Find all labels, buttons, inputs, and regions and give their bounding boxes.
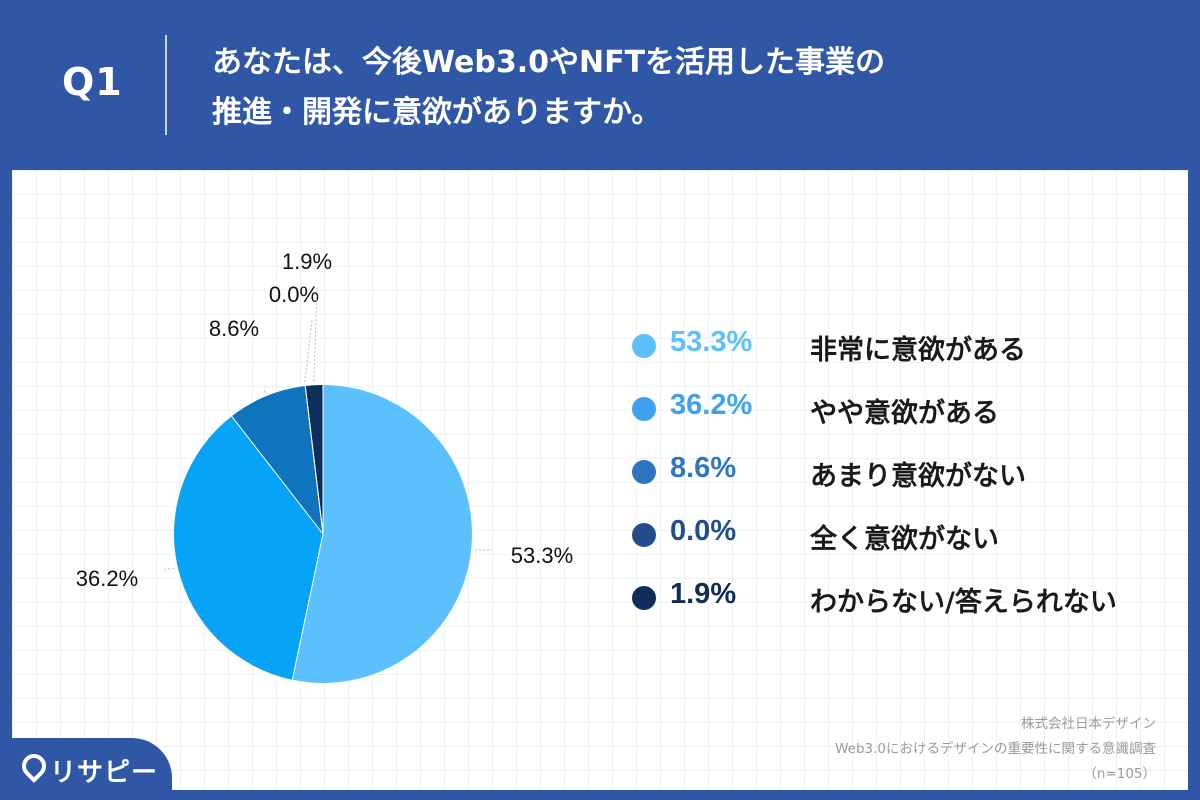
pie-slice [231,386,323,534]
header: Q1 あなたは、今後Web3.0やNFTを活用した事業の 推進・開発に意欲があり… [0,0,1200,170]
legend-label: やや意欲がある [810,398,999,429]
legend-percent: 8.6% [670,452,737,484]
leader-line [304,319,313,383]
legend-label: 非常に意欲がある [810,335,1026,366]
legend-percent: 1.9% [670,578,737,610]
data-label: 1.9% [282,249,332,274]
legend-dot [632,460,656,484]
pie-slice [174,416,323,680]
legend-label: 全く意欲がない [810,524,999,555]
question-title: あなたは、今後Web3.0やNFTを活用した事業の 推進・開発に意欲がありますか… [212,38,885,138]
legend-percent: 53.3% [670,326,753,358]
logo: リサピー [0,738,172,800]
legend-dot [632,397,656,421]
data-label: 53.3% [511,543,573,568]
legend-label: あまり意欲がない [810,461,1026,492]
data-label: 36.2% [76,566,138,591]
legend-percent: 36.2% [670,389,753,421]
data-label: 0.0% [269,282,319,307]
question-title-line1: あなたは、今後Web3.0やNFTを活用した事業の [212,45,886,80]
pie-slice [292,385,472,683]
source-survey: Web3.0におけるデザインの重要性に関する意識調査 [835,741,1156,757]
header-divider [165,35,167,135]
question-title-line2: 推進・開発に意欲がありますか。 [212,95,662,130]
question-number: Q1 [62,60,123,104]
source-note: 株式会社日本デザイン Web3.0におけるデザインの重要性に関する意識調査 （n… [835,712,1156,787]
slice-separator [304,386,324,535]
legend-dot [632,523,656,547]
leader-line [263,387,266,393]
location-pin-icon [17,749,51,783]
legend-dot [632,334,656,358]
chart-panel: 53.3% 36.2% 8.6% 0.0% 1.9% 53.3% 非常に意欲がある 36… [12,170,1188,790]
logo-text: リサピー [50,758,159,788]
slice-separator [291,533,324,680]
data-label: 8.6% [209,316,259,341]
source-sample: （n=105） [1083,766,1156,782]
legend-dot [632,586,656,610]
source-company: 株式会社日本デザイン [1021,716,1156,732]
legend-percent: 0.0% [670,515,737,547]
slice-separator [231,415,324,535]
leader-line [161,567,174,571]
leader-line [313,287,318,382]
pie-chart: 53.3% 36.2% 8.6% 0.0% 1.9% [76,249,573,683]
legend-label: わからない/答えられない [810,587,1117,618]
